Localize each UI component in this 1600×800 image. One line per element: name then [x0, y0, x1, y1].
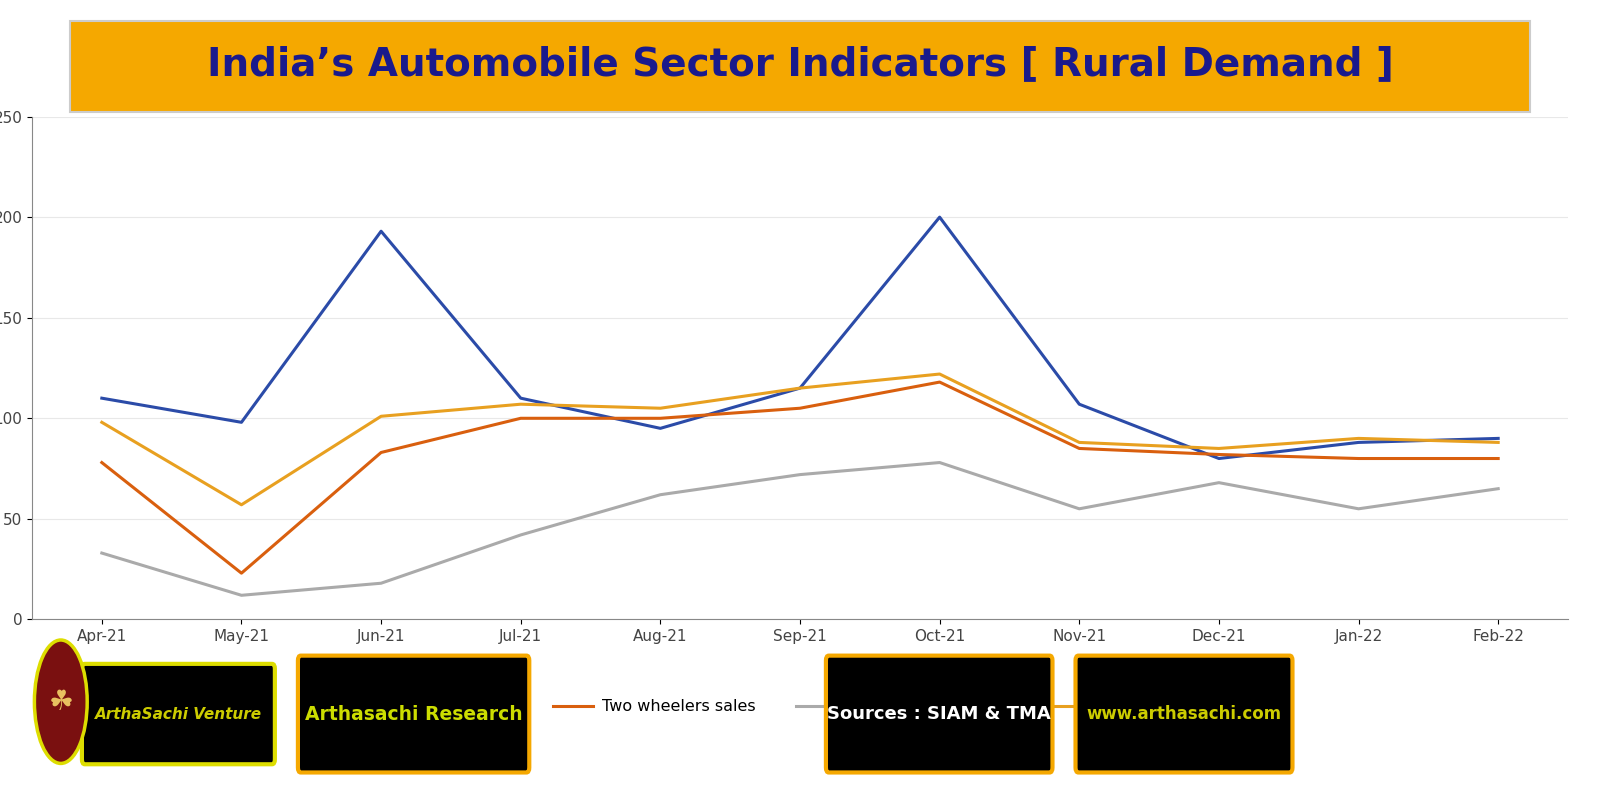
Text: Arthasachi Research: Arthasachi Research — [304, 705, 523, 723]
Text: India’s Automobile Sector Indicators [ Rural Demand ]: India’s Automobile Sector Indicators [ R… — [206, 46, 1394, 83]
FancyBboxPatch shape — [82, 664, 275, 764]
FancyBboxPatch shape — [298, 656, 530, 773]
Ellipse shape — [35, 640, 86, 763]
FancyBboxPatch shape — [826, 656, 1053, 773]
FancyBboxPatch shape — [70, 21, 1530, 111]
FancyBboxPatch shape — [1075, 656, 1293, 773]
Text: Sources : SIAM & TMA: Sources : SIAM & TMA — [827, 705, 1051, 723]
Text: ArthaSachi Venture: ArthaSachi Venture — [94, 706, 262, 722]
Legend: Tractor sales, Two wheelers sales, Three wheelers sales, Motorcycle sales: Tractor sales, Two wheelers sales, Three… — [355, 693, 1245, 721]
Text: ☘: ☘ — [48, 688, 74, 716]
Text: www.arthasachi.com: www.arthasachi.com — [1086, 705, 1282, 723]
